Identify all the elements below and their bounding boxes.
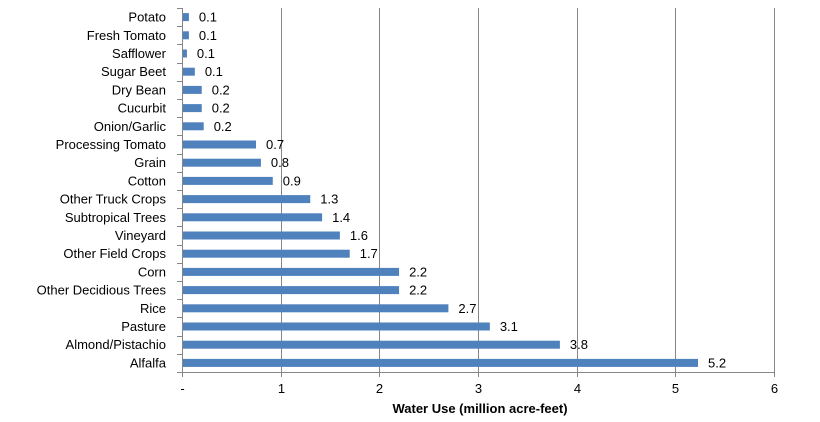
bar <box>183 67 195 76</box>
bar <box>183 49 187 58</box>
bar <box>183 358 699 367</box>
category-label: Cucurbit <box>118 101 167 116</box>
data-label: 1.6 <box>350 228 368 243</box>
category-label: Almond/Pistachio <box>66 337 166 352</box>
category-label: Subtropical Trees <box>65 210 167 225</box>
category-label: Onion/Garlic <box>94 119 167 134</box>
data-label: 0.2 <box>214 119 232 134</box>
bar <box>183 195 311 204</box>
category-label: Fresh Tomato <box>87 28 166 43</box>
category-label: Grain <box>134 155 166 170</box>
category-label: Processing Tomato <box>56 137 166 152</box>
data-label: 1.7 <box>360 246 378 261</box>
bar <box>183 176 273 185</box>
bar <box>183 340 560 349</box>
category-label: Dry Bean <box>112 82 166 97</box>
data-label: 0.2 <box>212 82 230 97</box>
bar <box>183 231 340 240</box>
x-tick-label: 4 <box>574 381 581 396</box>
category-label: Cotton <box>128 173 166 188</box>
bar <box>183 249 350 258</box>
axes <box>177 8 775 377</box>
bars <box>183 13 699 367</box>
bar <box>183 213 323 222</box>
bar <box>183 286 400 295</box>
bar <box>183 158 261 167</box>
x-tick-label: 1 <box>278 381 285 396</box>
data-label: 0.1 <box>205 64 223 79</box>
x-tick-label: 2 <box>376 381 383 396</box>
category-label: Other Truck Crops <box>60 192 167 207</box>
bar <box>183 140 256 149</box>
category-label: Potato <box>128 10 166 25</box>
category-label: Other Decidious Trees <box>37 283 167 298</box>
category-label: Sugar Beet <box>101 64 166 79</box>
bar <box>183 122 204 131</box>
data-label: 0.8 <box>271 155 289 170</box>
category-label: Safflower <box>112 46 167 61</box>
data-label: 0.1 <box>199 10 217 25</box>
x-tick-label: - <box>180 381 184 396</box>
data-label: 1.4 <box>332 210 350 225</box>
x-axis-title: Water Use (million acre-feet) <box>392 401 567 416</box>
gridlines <box>281 8 775 372</box>
data-label: 0.2 <box>212 101 230 116</box>
labels: - 1 2 3 4 5 6 Potato 0.1 Fresh Tomato 0.1 Safflower… <box>37 10 778 396</box>
bar <box>183 322 490 331</box>
category-label: Alfalfa <box>130 355 167 370</box>
x-tick-label: 3 <box>475 381 482 396</box>
bar <box>183 304 449 313</box>
category-label: Pasture <box>121 319 166 334</box>
bar <box>183 104 202 113</box>
data-label: 0.1 <box>199 28 217 43</box>
x-tick-label: 5 <box>672 381 679 396</box>
bar <box>183 85 202 94</box>
category-label: Other Field Crops <box>63 246 166 261</box>
data-label: 0.9 <box>283 173 301 188</box>
data-label: 1.3 <box>320 192 338 207</box>
data-label: 0.7 <box>266 137 284 152</box>
data-label: 5.2 <box>708 355 726 370</box>
data-label: 2.7 <box>458 301 476 316</box>
category-label: Corn <box>138 264 166 279</box>
data-label: 2.2 <box>409 264 427 279</box>
x-tick-label: 6 <box>771 381 778 396</box>
bar <box>183 31 189 40</box>
data-label: 3.8 <box>570 337 588 352</box>
data-label: 2.2 <box>409 283 427 298</box>
bar <box>183 13 189 22</box>
data-label: 0.1 <box>197 46 215 61</box>
category-label: Vineyard <box>115 228 166 243</box>
category-label: Rice <box>140 301 166 316</box>
bar <box>183 267 400 276</box>
data-label: 3.1 <box>500 319 518 334</box>
